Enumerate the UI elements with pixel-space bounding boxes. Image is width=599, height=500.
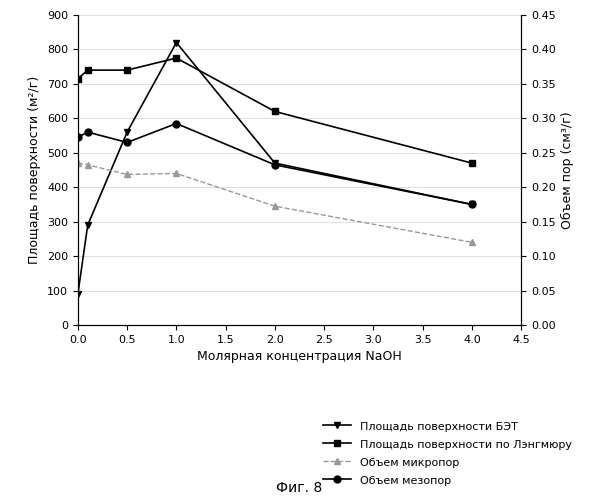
Площадь поверхности по Лэнгмюру (84, 67, 91, 73)
Площадь поверхности по Лэнгмюру (74, 76, 81, 82)
Line: Объем мезопор: Объем мезопор (74, 120, 476, 208)
Legend: Площадь поверхности БЭТ, Площадь поверхности по Лэнгмюру, Объем микропор, Объем : Площадь поверхности БЭТ, Площадь поверхн… (320, 417, 576, 490)
Объем мезопор (123, 140, 131, 145)
Площадь поверхности БЭТ (468, 202, 476, 207)
Объем микропор (271, 203, 279, 209)
Объем микропор (468, 240, 476, 246)
Площадь поверхности по Лэнгмюру (271, 108, 279, 114)
Площадь поверхности БЭТ (74, 291, 81, 297)
Объем мезопор (173, 120, 180, 126)
Text: Фиг. 8: Фиг. 8 (276, 481, 323, 495)
X-axis label: Молярная концентрация NaOH: Молярная концентрация NaOH (197, 350, 402, 364)
Объем мезопор (271, 162, 279, 168)
Площадь поверхности БЭТ (84, 222, 91, 228)
Объем микропор (84, 162, 91, 168)
Объем микропор (123, 172, 131, 177)
Площадь поверхности БЭТ (173, 40, 180, 46)
Y-axis label: Объем пор (см³/г): Объем пор (см³/г) (561, 111, 574, 229)
Площадь поверхности по Лэнгмюру (173, 55, 180, 61)
Объем мезопор (468, 202, 476, 207)
Объем мезопор (84, 129, 91, 135)
Объем микропор (74, 160, 81, 166)
Площадь поверхности БЭТ (123, 129, 131, 135)
Площадь поверхности по Лэнгмюру (468, 160, 476, 166)
Y-axis label: Площадь поверхности (м²/г): Площадь поверхности (м²/г) (29, 76, 41, 264)
Line: Площадь поверхности БЭТ: Площадь поверхности БЭТ (74, 39, 476, 298)
Line: Площадь поверхности по Лэнгмюру: Площадь поверхности по Лэнгмюру (75, 56, 474, 166)
Площадь поверхности БЭТ (271, 160, 279, 166)
Line: Объем микропор: Объем микропор (74, 160, 476, 246)
Объем микропор (173, 170, 180, 176)
Площадь поверхности по Лэнгмюру (123, 67, 131, 73)
Объем мезопор (74, 134, 81, 140)
